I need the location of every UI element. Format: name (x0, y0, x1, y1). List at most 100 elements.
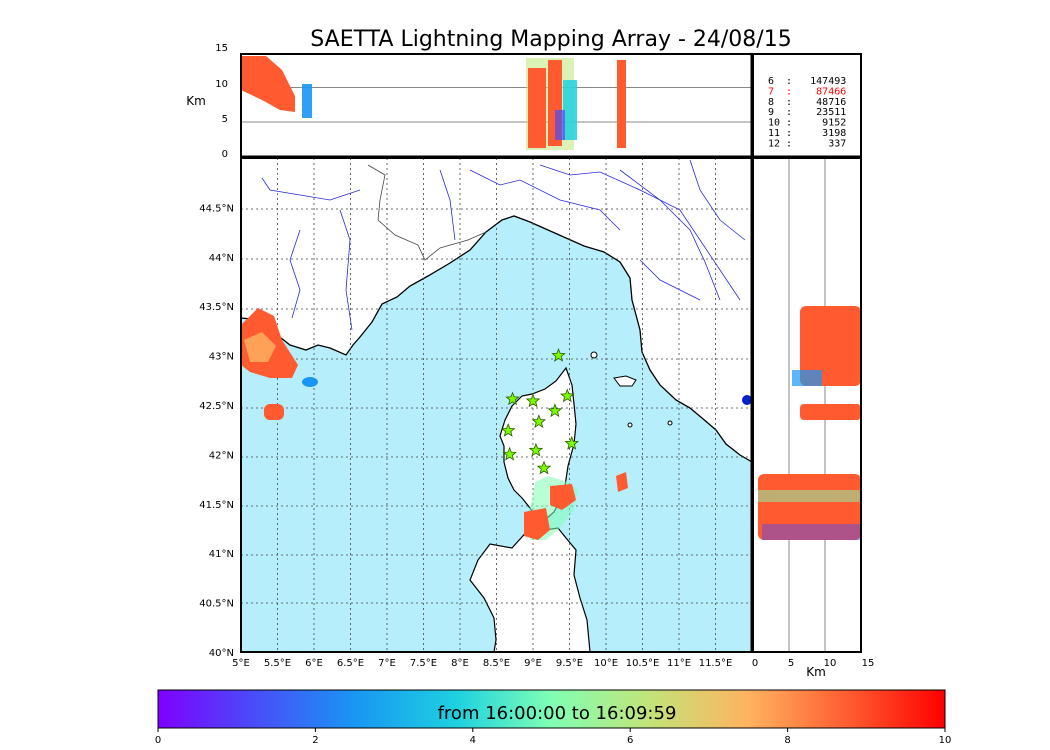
colorbar-gradient (157, 689, 946, 729)
stats-line: 12 : 337 (768, 138, 846, 149)
top-source-cluster-corsica-c (563, 80, 577, 140)
station-star-icon (525, 393, 541, 408)
source-cluster-corsica-east (550, 484, 576, 510)
right-xtick: 10 (824, 658, 837, 669)
top-ytick: 15 (215, 43, 228, 54)
latitude-tick-label: 42°N (209, 450, 234, 461)
top-source-cluster-corsica-a (528, 68, 546, 148)
right-xtick: 5 (788, 658, 794, 669)
political-borders (367, 164, 487, 261)
top-altitude-panel: Km 15 10 5 0 (186, 43, 753, 160)
source-cluster-west-small (264, 404, 284, 420)
longitude-tick-label: 6.5°E (337, 658, 364, 669)
colorbar-tick-label: 6 (627, 735, 633, 746)
longitude-tick-label: 6°E (305, 658, 323, 669)
longitude-tick-label: 10.5°E (626, 658, 660, 669)
right-source-cluster-a-blue (792, 370, 822, 386)
longitude-tick-labels: 5°E 5.5°E 6°E 6.5°E 7°E 7.5°E 8°E 8.5°E 9°E 9.5°E… (232, 658, 732, 669)
top-ylabel: Km (186, 94, 206, 108)
latitude-tick-label: 44.5°N (199, 203, 234, 214)
longitude-tick-label: 8.5°E (483, 658, 510, 669)
colorbar: from 16:00:00 to 16:09:59 0 2 4 6 8 10 (155, 689, 952, 746)
longitude-tick-label: 10°E (594, 658, 618, 669)
right-source-cluster-c-blue (762, 524, 861, 540)
top-source-cluster-west-blue (302, 84, 312, 118)
top-ytick: 5 (222, 114, 228, 125)
colorbar-time-label: from 16:00:00 to 16:09:59 (438, 703, 677, 724)
latitude-tick-label: 42.5°N (199, 401, 234, 412)
rivers (261, 159, 746, 331)
stats-line: 8 : 48716 (768, 97, 846, 108)
station-star-icon (536, 460, 552, 475)
mainland-coastline (241, 215, 752, 463)
station-star-icon (560, 388, 575, 403)
longitude-tick-label: 8°E (451, 658, 469, 669)
map-panel: 5°E 5.5°E 6°E 6.5°E 7°E 7.5°E 8°E 8.5°E 9°E 9.5°E… (199, 157, 753, 669)
source-cluster-tyrrhenian (616, 472, 628, 492)
right-source-cluster-a (800, 306, 861, 386)
top-ytick: 10 (215, 79, 228, 90)
top-source-cluster-east (617, 60, 626, 148)
stats-line: 7 : 87466 (768, 86, 846, 97)
elba-island (613, 375, 637, 387)
stats-line: 6 : 147493 (768, 76, 846, 87)
colorbar-tick-label: 8 (784, 735, 790, 746)
longitude-tick-label: 5°E (232, 658, 250, 669)
right-xtick: 15 (862, 658, 875, 669)
source-cluster-west-core (244, 332, 276, 362)
sardinia-island (469, 527, 591, 652)
top-ytick: 0 (222, 149, 228, 160)
colorbar-tick-label: 0 (155, 735, 161, 746)
station-star-icon (551, 348, 566, 362)
montecristo-island (627, 422, 633, 428)
graticule (241, 158, 752, 652)
map-lightning-sources (241, 308, 752, 540)
right-source-cluster-b (800, 404, 861, 420)
longitude-tick-label: 9.5°E (556, 658, 583, 669)
top-lightning-sources (241, 56, 626, 150)
colorbar-tick-label: 10 (939, 735, 952, 746)
colorbar-ticks: 0 2 4 6 8 10 (155, 728, 952, 746)
longitude-tick-label: 11°E (667, 658, 691, 669)
latitude-tick-label: 41°N (209, 549, 234, 560)
giglio-island (667, 420, 673, 426)
stats-frame (752, 53, 862, 158)
stats-line: 9 : 23511 (768, 107, 846, 118)
station-star-icon (564, 435, 579, 450)
right-altitude-panel: 0 5 10 15 Km (752, 157, 875, 679)
source-cluster-corsica-south (524, 508, 550, 540)
colorbar-tick-label: 4 (470, 735, 476, 746)
latitude-tick-labels: 40°N 40.5°N 41°N 41.5°N 42°N 42.5°N 43°N 43.5°N… (199, 203, 234, 659)
latitude-tick-label: 43.5°N (199, 302, 234, 313)
station-star-icon (505, 391, 520, 406)
right-source-cluster-c-green (758, 490, 861, 502)
right-xtick: 0 (752, 658, 758, 669)
station-star-icon (502, 446, 517, 461)
station-star-icon (528, 442, 544, 457)
longitude-tick-label: 9°E (524, 658, 542, 669)
right-lightning-sources (758, 306, 861, 540)
longitude-tick-label: 5.5°E (264, 658, 291, 669)
stats-line: 10 : 9152 (768, 118, 846, 129)
longitude-tick-label: 7.5°E (410, 658, 437, 669)
stats-line: 11 : 3198 (768, 128, 846, 139)
station-star-icon (547, 403, 563, 418)
lma-stations (500, 348, 579, 475)
source-cluster-east-edge (742, 395, 752, 405)
station-star-icon (531, 414, 547, 429)
latitude-tick-label: 41.5°N (199, 500, 234, 511)
latitude-tick-label: 40°N (209, 648, 234, 659)
latitude-tick-label: 40.5°N (199, 599, 234, 610)
longitude-tick-label: 7°E (378, 658, 396, 669)
top-source-cluster-west (241, 56, 295, 112)
longitude-tick-label: 11.5°E (699, 658, 733, 669)
source-cluster-blue (302, 377, 318, 387)
latitude-tick-label: 43°N (209, 352, 234, 363)
capraia-island (590, 351, 598, 359)
station-star-icon (500, 423, 516, 437)
figure-title: SAETTA Lightning Mapping Array - 24/08/1… (310, 27, 791, 52)
colorbar-tick-label: 2 (312, 735, 318, 746)
